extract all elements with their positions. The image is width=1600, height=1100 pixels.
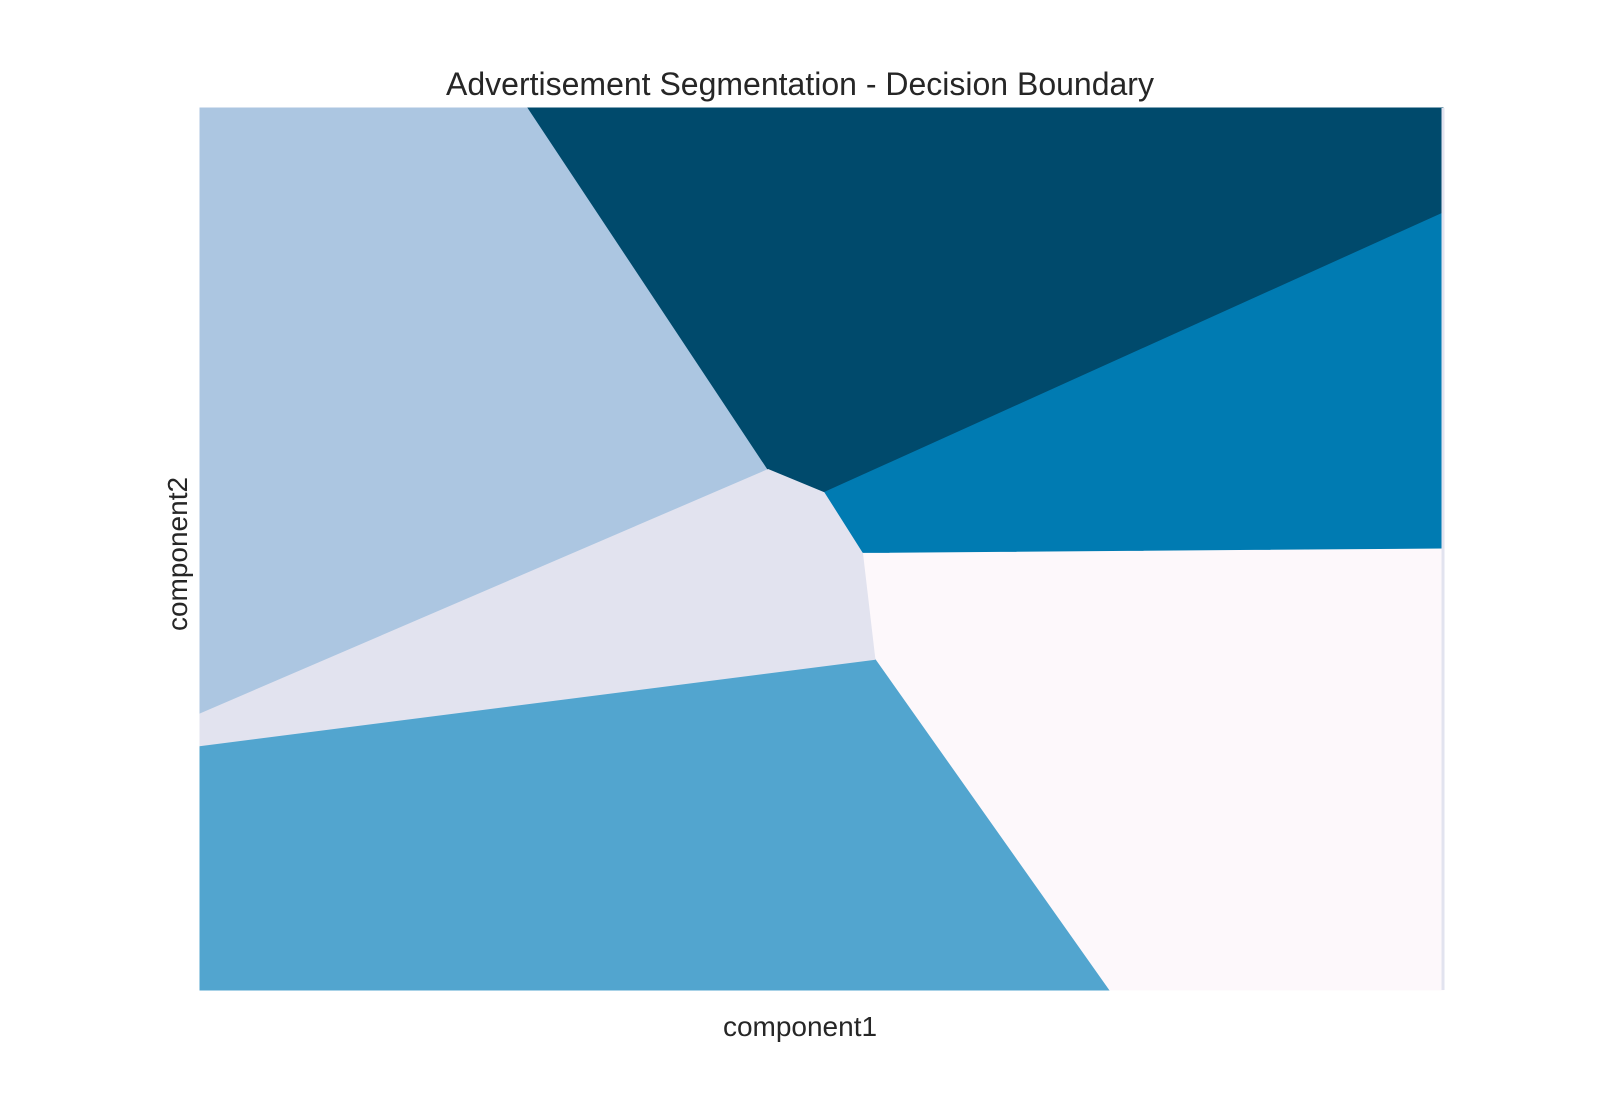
decision-region-6: [199, 469, 876, 747]
x-axis-label: component1: [722, 1011, 878, 1042]
decision-regions: [199, 107, 1444, 991]
y-axis-label: component2: [162, 476, 193, 632]
chart-title: Advertisement Segmentation - Decision Bo…: [446, 66, 1154, 102]
